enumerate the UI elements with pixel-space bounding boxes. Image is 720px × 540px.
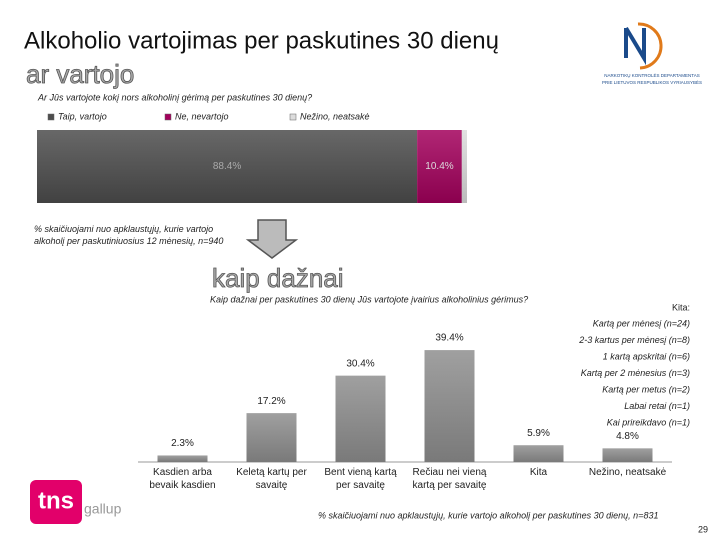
x-tick-label: Kita: [529, 467, 548, 478]
other-item: 1 kartą apskritai (n=6): [603, 351, 690, 361]
legend-label: Taip, vartojo: [58, 111, 107, 121]
data-label: 4.8%: [616, 431, 639, 442]
logo-text: NARKOTIKŲ KONTROLĖS DEPARTAMENTAS: [604, 72, 699, 78]
x-tick-label: Rečiau nei vieną kartą per savaitę: [412, 467, 487, 491]
question: Ar Jūs vartojote kokį nors alkoholinį gė…: [37, 92, 312, 102]
legend-swatch: [289, 113, 297, 121]
legend-swatch: [47, 113, 55, 121]
x-tick-label: Kasdien arba bevaik kasdien: [149, 467, 216, 491]
data-label: 2.3%: [171, 438, 194, 449]
tns-logo: tns gallup: [30, 480, 122, 524]
data-label: 30.4%: [346, 358, 374, 369]
legend-label: Ne, nevartojo: [175, 111, 229, 121]
other-item: Kartą per mėnesį (n=24): [593, 318, 690, 328]
other-title: Kita:: [672, 302, 690, 312]
bar-shade: [37, 130, 418, 203]
legend-swatch: [164, 113, 172, 121]
data-label: 17.2%: [257, 396, 285, 407]
bar-shade: [602, 448, 653, 462]
question: Kaip dažnai per paskutines 30 dienų Jūs …: [210, 294, 528, 304]
logo-text: tns: [38, 487, 74, 514]
bar-shade: [246, 413, 297, 462]
other-item: Kartą per 2 mėnesius (n=3): [581, 368, 690, 378]
logo-text: PRIE LIETUVOS RESPUBLIKOS VYRIAUSYBĖS: [602, 79, 702, 85]
page-number: 29: [698, 524, 708, 534]
other-item: Kartą per metus (n=2): [602, 384, 690, 394]
other-item: Labai retai (n=1): [624, 401, 690, 411]
section-heading: ar vartojo: [26, 59, 134, 89]
bar-shade: [424, 350, 475, 462]
other-item: 2-3 kartus per mėnesį (n=8): [578, 335, 690, 345]
other-item: Kai prireikdavo (n=1): [607, 417, 690, 427]
data-label: 88.4%: [213, 161, 241, 172]
note: % skaičiuojami nuo apklaustųjų, kurie va…: [34, 224, 224, 246]
data-label: 39.4%: [435, 333, 463, 344]
section-heading: kaip dažnai: [212, 263, 344, 293]
x-tick-label: Nežino, neatsakė: [588, 467, 667, 478]
bar-shade: [461, 130, 467, 203]
x-tick-label: Keletą kartų per savaitę: [236, 467, 307, 491]
logo-text: gallup: [84, 501, 122, 517]
note: % skaičiuojami nuo apklaustųjų, kurie va…: [318, 510, 658, 520]
arrow: [245, 219, 299, 259]
legend-label: Nežino, neatsakė: [300, 111, 370, 121]
slide-title: Alkoholio vartojimas per paskutines 30 d…: [24, 27, 499, 54]
bar-shade: [417, 130, 462, 203]
data-label: 5.9%: [527, 428, 550, 439]
nkd-logo: NARKOTIKŲ KONTROLĖS DEPARTAMENTAS PRIE L…: [602, 22, 702, 85]
bar-shade: [335, 375, 386, 462]
x-tick-label: Bent vieną kartą per savaitę: [324, 467, 397, 491]
bar-shade: [157, 455, 208, 462]
data-label: 10.4%: [425, 161, 453, 172]
bar-shade: [513, 445, 564, 462]
